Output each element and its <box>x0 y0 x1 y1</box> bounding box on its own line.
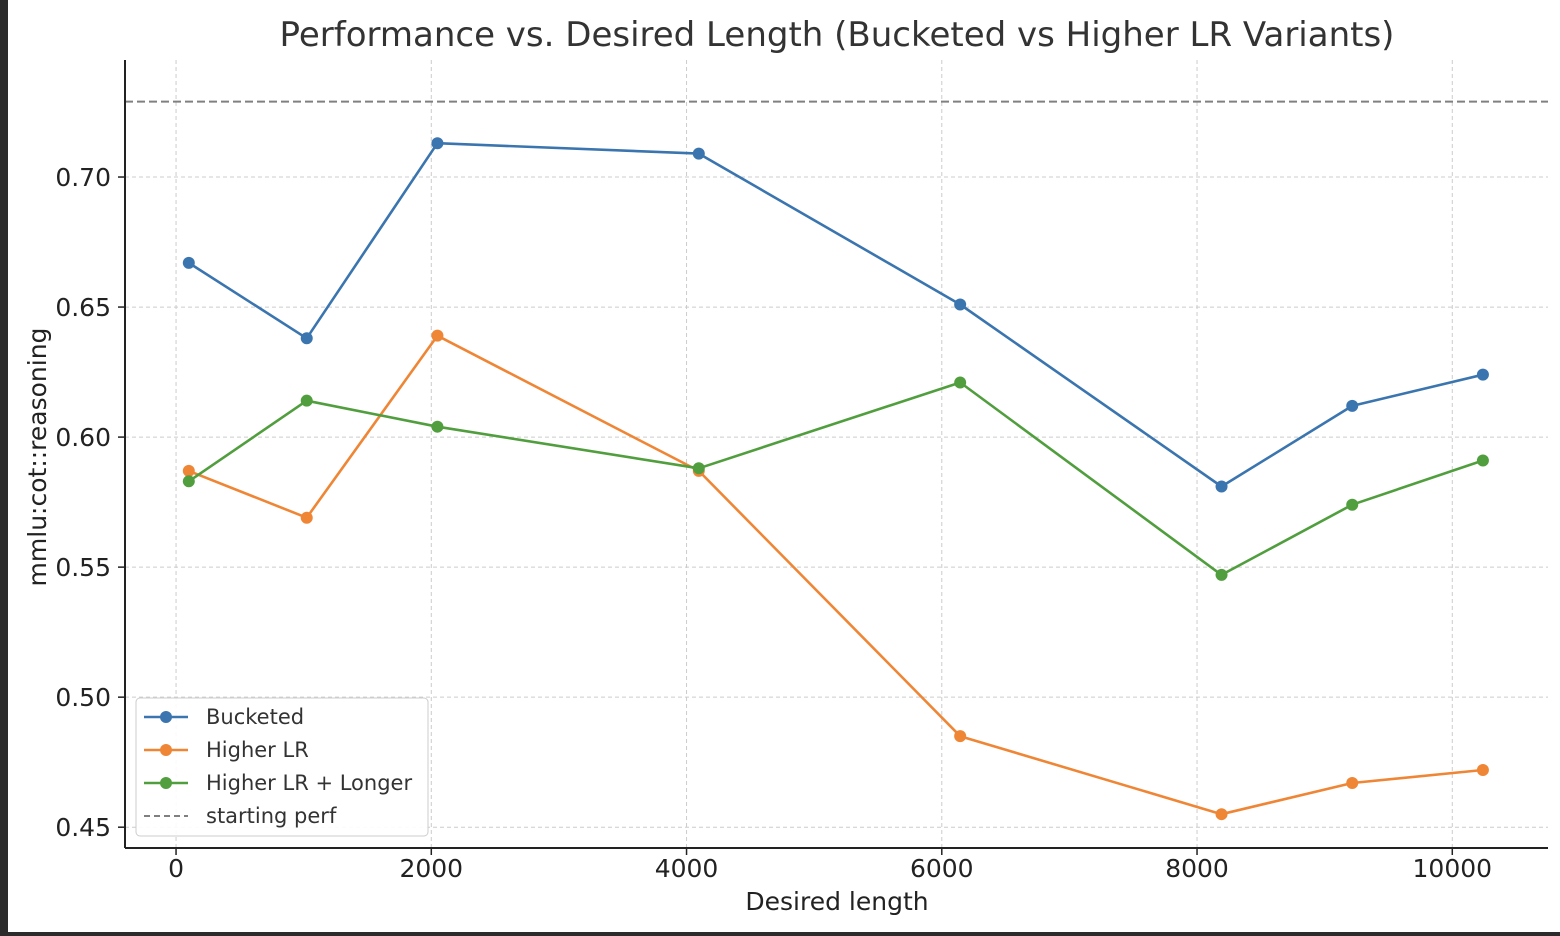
data-point <box>1346 399 1359 412</box>
x-tick-label: 0 <box>168 854 184 883</box>
data-point <box>1476 368 1489 381</box>
legend-label: Higher LR + Longer <box>206 771 412 795</box>
data-point <box>300 511 313 524</box>
x-ticks: 0 2000 4000 6000 8000 10000 <box>168 848 1492 883</box>
data-point <box>1215 808 1228 821</box>
data-point <box>182 256 195 269</box>
legend-marker <box>160 711 172 723</box>
y-tick-label: 0.70 <box>55 163 111 192</box>
line-chart: Performance vs. Desired Length (Bucketed… <box>23 15 1548 916</box>
data-point <box>954 730 967 743</box>
data-point <box>692 147 705 160</box>
x-tick-label: 2000 <box>399 854 463 883</box>
series-1 <box>182 329 1489 821</box>
legend-item: Higher LR + Longer <box>144 771 412 795</box>
legend: Bucketed Higher LR Higher LR + Longer start… <box>135 697 429 837</box>
y-ticks: 0.45 0.50 0.55 0.60 0.65 0.70 <box>55 163 125 842</box>
y-tick-label: 0.60 <box>55 423 111 452</box>
data-point <box>182 464 195 477</box>
data-point <box>954 298 967 311</box>
legend-box <box>135 697 429 837</box>
x-tick-label: 6000 <box>910 854 974 883</box>
y-axis-label: mmlu:cot::reasoning <box>23 328 52 587</box>
series-layer <box>182 137 1489 821</box>
data-point <box>954 376 967 389</box>
data-point <box>431 420 444 433</box>
data-point <box>1346 776 1359 789</box>
data-point <box>1215 568 1228 581</box>
series-line <box>188 141 1484 488</box>
y-tick-label: 0.45 <box>55 813 111 842</box>
data-point <box>431 137 444 150</box>
legend-label: starting perf <box>206 804 337 828</box>
data-point <box>300 394 313 407</box>
data-point <box>692 462 705 475</box>
legend-marker <box>160 744 172 756</box>
y-tick-label: 0.55 <box>55 553 111 582</box>
data-point <box>300 332 313 345</box>
data-point <box>1476 454 1489 467</box>
series-line <box>188 381 1484 577</box>
series-0 <box>182 137 1489 493</box>
grid <box>125 60 1548 848</box>
y-tick-label: 0.50 <box>55 683 111 712</box>
data-point <box>1215 480 1228 493</box>
x-tick-label: 4000 <box>655 854 719 883</box>
data-point <box>1346 498 1359 511</box>
axes <box>124 60 1548 849</box>
data-point <box>182 475 195 488</box>
data-point <box>1476 763 1489 776</box>
legend-marker <box>160 777 172 789</box>
x-axis-label: Desired length <box>745 887 928 916</box>
series-line <box>188 334 1484 816</box>
legend-item: Higher LR <box>144 738 309 762</box>
legend-item: starting perf <box>144 804 337 828</box>
x-tick-label: 8000 <box>1165 854 1229 883</box>
chart-title: Performance vs. Desired Length (Bucketed… <box>280 15 1395 55</box>
series-2 <box>182 376 1489 581</box>
legend-label: Bucketed <box>206 705 304 729</box>
legend-item: Bucketed <box>144 705 304 729</box>
x-tick-label: 10000 <box>1413 854 1493 883</box>
chart-canvas: Performance vs. Desired Length (Bucketed… <box>8 0 1560 932</box>
data-point <box>431 329 444 342</box>
y-tick-label: 0.65 <box>55 293 111 322</box>
legend-label: Higher LR <box>206 738 309 762</box>
